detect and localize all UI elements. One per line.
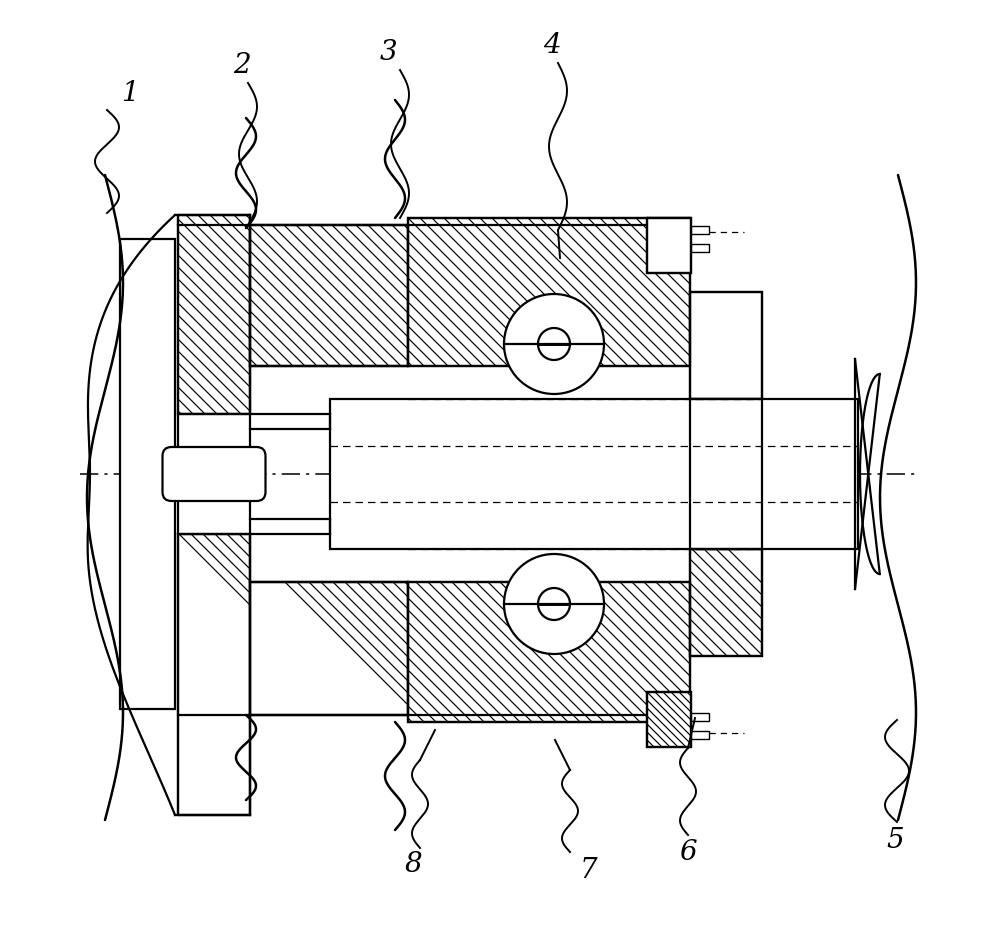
Circle shape: [504, 554, 604, 654]
Bar: [691, 244, 709, 252]
Circle shape: [504, 294, 604, 394]
Bar: [408, 582, 690, 722]
Bar: [178, 534, 250, 815]
Bar: [690, 549, 762, 656]
Circle shape: [538, 328, 570, 360]
Text: 1: 1: [121, 80, 139, 106]
Bar: [178, 215, 250, 414]
Bar: [178, 534, 250, 815]
Bar: [691, 713, 709, 721]
Bar: [647, 692, 691, 747]
FancyBboxPatch shape: [162, 447, 266, 501]
Circle shape: [538, 588, 570, 620]
Text: 2: 2: [233, 51, 251, 79]
Bar: [408, 218, 690, 366]
Bar: [250, 225, 408, 366]
Text: 6: 6: [679, 839, 697, 865]
Bar: [691, 226, 709, 234]
Text: 3: 3: [379, 39, 397, 65]
Bar: [647, 692, 691, 747]
Bar: [690, 399, 762, 549]
Bar: [690, 292, 762, 399]
Bar: [120, 239, 175, 709]
Text: 8: 8: [404, 851, 422, 879]
Bar: [250, 225, 408, 366]
Bar: [178, 215, 250, 414]
Bar: [178, 414, 250, 534]
Bar: [330, 399, 858, 549]
Bar: [691, 731, 709, 739]
Text: 5: 5: [886, 827, 904, 853]
Bar: [647, 218, 691, 273]
Bar: [647, 218, 691, 273]
Bar: [690, 549, 762, 656]
Bar: [250, 582, 408, 715]
Bar: [408, 582, 690, 722]
Bar: [690, 292, 762, 399]
Text: 7: 7: [579, 857, 597, 884]
Bar: [408, 218, 690, 366]
Bar: [250, 582, 408, 715]
Text: 4: 4: [543, 31, 561, 59]
